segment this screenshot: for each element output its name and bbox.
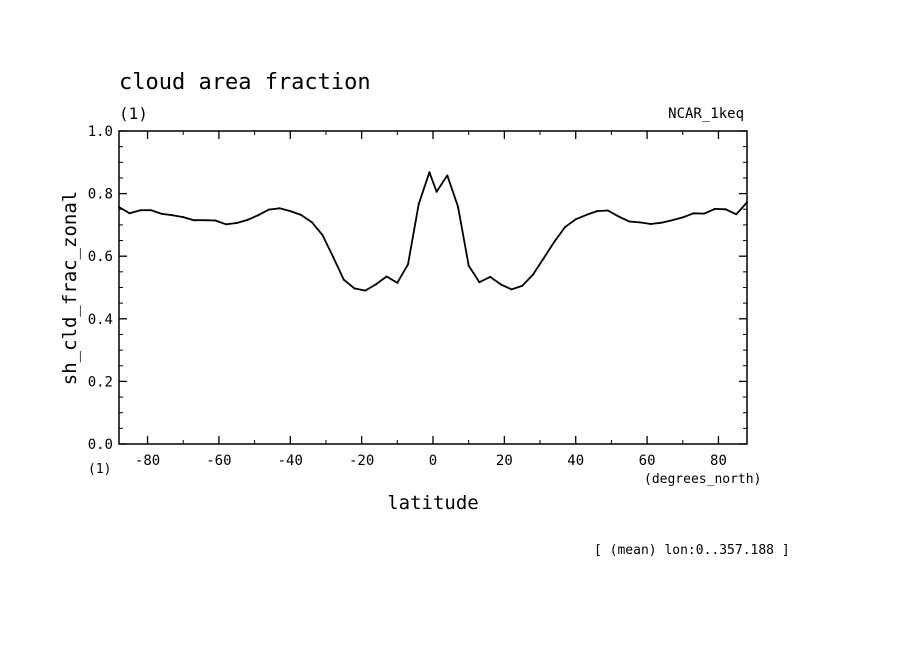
data-point (407, 263, 409, 266)
series-points (118, 171, 748, 292)
data-point (118, 206, 120, 209)
data-point (246, 218, 249, 221)
x-tick-label: -60 (206, 453, 231, 469)
data-point (671, 219, 674, 222)
data-point (289, 210, 292, 213)
data-point (428, 171, 431, 174)
footnote: [ (mean) lon:0..357.188 ] (594, 543, 790, 558)
y-tick-label: 0.8 (88, 187, 113, 203)
x-corner-units: (1) (88, 462, 111, 477)
data-point (150, 209, 153, 212)
x-tick-label: 60 (639, 453, 656, 469)
data-point (435, 190, 438, 193)
dataset-label: NCAR_1keq (668, 106, 744, 122)
data-point (446, 174, 449, 177)
chart-units: (1) (119, 104, 148, 123)
y-tick-label: 0.6 (88, 249, 113, 265)
data-point (374, 283, 377, 286)
x-axis-label: latitude (387, 492, 479, 514)
data-point (746, 201, 748, 204)
data-point (510, 288, 513, 291)
data-point (257, 214, 260, 217)
data-point (267, 208, 270, 211)
x-tick-label: 40 (567, 453, 584, 469)
data-point (542, 257, 545, 260)
data-point (639, 221, 641, 224)
data-point (585, 213, 588, 216)
series-line-cloud-fraction (118, 171, 748, 292)
y-tick-label: 0.0 (88, 437, 113, 453)
data-point (385, 275, 388, 278)
data-point (478, 281, 481, 284)
x-tick-label: -40 (278, 453, 303, 469)
data-point (553, 240, 556, 243)
y-axis-label: sh_cld_frac_zonal (59, 191, 81, 385)
data-point (467, 264, 470, 267)
x-tick-label: -80 (135, 453, 160, 469)
data-point (606, 209, 609, 212)
data-point (649, 223, 652, 225)
data-point (353, 287, 356, 290)
x-tick-labels: -80 -60 -40 -20 0 20 40 60 80 (135, 453, 727, 469)
data-point (203, 219, 206, 222)
data-point (192, 219, 195, 222)
data-point (128, 212, 131, 215)
data-point (182, 216, 185, 219)
y-tick-label: 0.2 (88, 374, 113, 390)
data-point (596, 210, 599, 213)
data-point (531, 273, 534, 276)
data-point (713, 207, 716, 210)
y-tick-label: 0.4 (88, 312, 113, 328)
data-point (225, 223, 227, 226)
data-point (364, 289, 367, 292)
data-point (703, 212, 706, 215)
data-point (396, 281, 399, 284)
data-point (628, 220, 631, 223)
data-point (564, 226, 566, 229)
data-point (574, 218, 577, 221)
data-point (499, 283, 502, 286)
data-point (310, 221, 313, 224)
data-point (171, 214, 174, 217)
data-point (300, 213, 302, 216)
data-point (681, 216, 684, 219)
data-point (214, 219, 217, 222)
x-tick-label: 20 (496, 453, 513, 469)
data-point (457, 205, 459, 208)
x-tick-label: 80 (710, 453, 727, 469)
x-tick-label: 0 (429, 453, 437, 469)
data-point (417, 203, 420, 206)
data-point (160, 212, 163, 215)
data-point (235, 222, 238, 224)
plot-frame (118, 130, 748, 445)
x-axis-units: (degrees_north) (644, 472, 761, 487)
data-point (278, 207, 281, 210)
x-tick-label: -20 (349, 453, 374, 469)
data-point (139, 209, 142, 212)
data-point (692, 212, 695, 215)
data-point (617, 215, 620, 218)
data-point (724, 208, 727, 211)
chart-title: cloud area fraction (119, 70, 371, 95)
data-point (489, 275, 492, 278)
data-point (332, 255, 335, 258)
data-point (342, 278, 345, 281)
axis-ticks (119, 130, 747, 445)
data-point (521, 284, 524, 287)
y-tick-label: 1.0 (88, 124, 113, 140)
y-tick-labels: 0.0 0.2 0.4 0.6 0.8 1.0 (88, 124, 113, 453)
data-point (660, 221, 663, 224)
data-point (735, 213, 738, 216)
data-point (321, 233, 324, 236)
